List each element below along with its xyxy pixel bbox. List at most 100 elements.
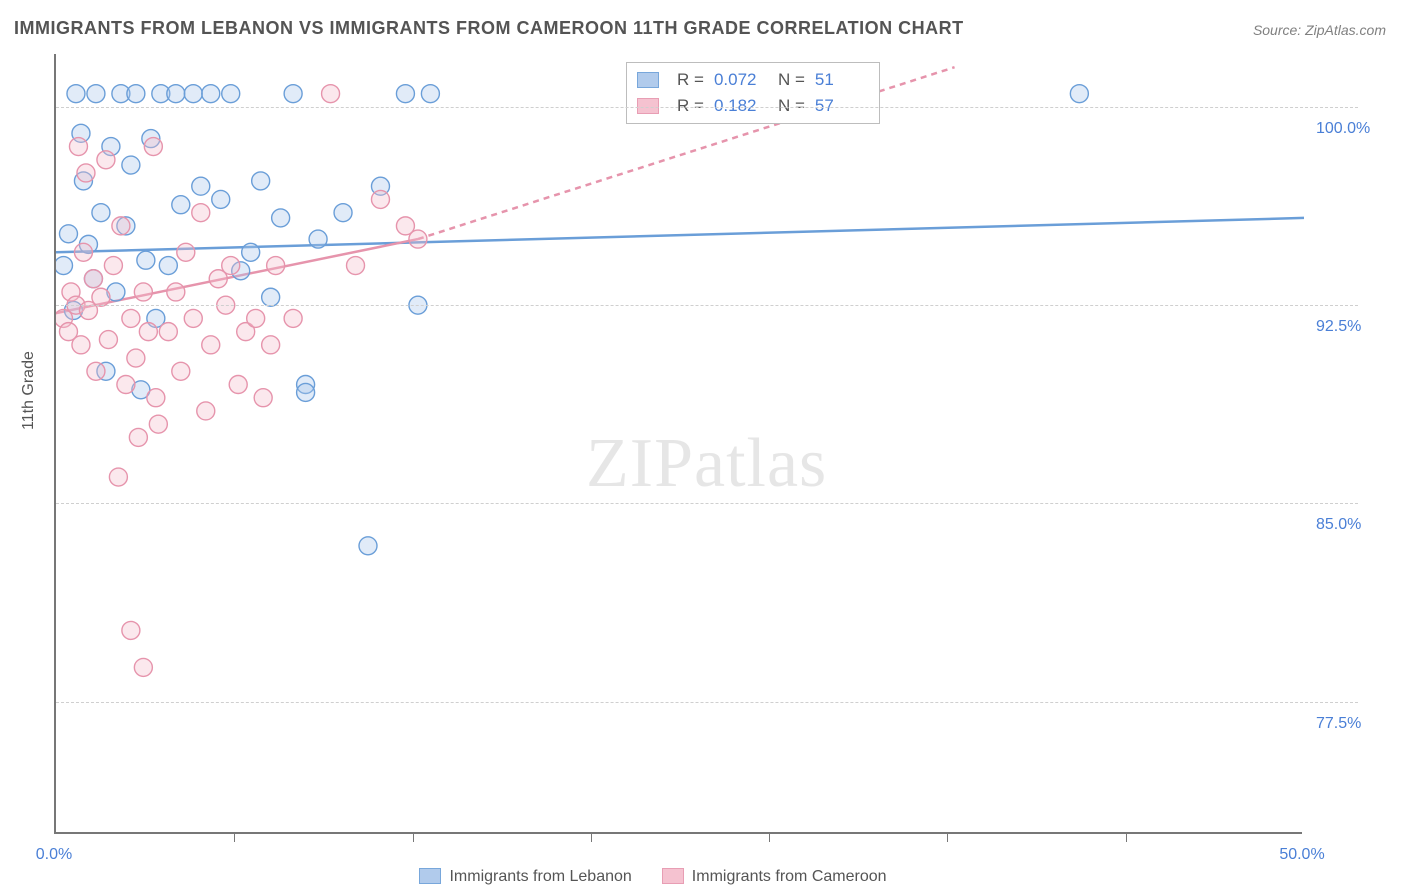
legend-item: Immigrants from Cameroon <box>662 868 887 886</box>
data-point <box>72 336 90 354</box>
data-point <box>167 85 185 103</box>
data-point <box>421 85 439 103</box>
x-minor-tick <box>234 832 235 842</box>
data-point <box>177 243 195 261</box>
grid-line <box>56 503 1358 504</box>
data-point <box>147 389 165 407</box>
data-point <box>87 85 105 103</box>
watermark: ZIPatlas <box>586 424 827 504</box>
data-point <box>202 336 220 354</box>
data-point <box>122 621 140 639</box>
data-point <box>56 257 72 275</box>
data-point <box>87 362 105 380</box>
data-point <box>104 257 122 275</box>
data-point <box>92 288 110 306</box>
data-point <box>222 85 240 103</box>
x-minor-tick <box>769 832 770 842</box>
data-point <box>67 85 85 103</box>
data-point <box>309 230 327 248</box>
data-point <box>59 225 77 243</box>
legend-r-label: R = <box>677 70 704 90</box>
source-attribution: Source: ZipAtlas.com <box>1253 22 1386 38</box>
data-point <box>137 251 155 269</box>
x-minor-tick <box>591 832 592 842</box>
legend-swatch <box>637 72 659 88</box>
data-point <box>192 204 210 222</box>
chart-title: IMMIGRANTS FROM LEBANON VS IMMIGRANTS FR… <box>14 18 964 39</box>
data-point <box>284 85 302 103</box>
data-point <box>167 283 185 301</box>
data-point <box>297 383 315 401</box>
data-point <box>144 138 162 156</box>
data-point <box>192 177 210 195</box>
plot-area: ZIPatlas R =0.072N =51R =0.182N =57 77.5… <box>54 54 1302 834</box>
y-tick-label: 77.5% <box>1316 715 1361 733</box>
data-point <box>334 204 352 222</box>
data-point <box>109 468 127 486</box>
legend-series-name: Immigrants from Cameroon <box>692 868 887 885</box>
data-point <box>129 428 147 446</box>
data-point <box>122 309 140 327</box>
data-point <box>396 85 414 103</box>
data-point <box>74 243 92 261</box>
data-point <box>117 376 135 394</box>
grid-line <box>56 702 1358 703</box>
data-point <box>112 217 130 235</box>
data-point <box>247 309 265 327</box>
data-point <box>172 196 190 214</box>
x-minor-tick <box>1126 832 1127 842</box>
x-tick-label: 50.0% <box>1279 846 1324 864</box>
chart-container: IMMIGRANTS FROM LEBANON VS IMMIGRANTS FR… <box>0 0 1406 892</box>
data-point <box>284 309 302 327</box>
data-point <box>359 537 377 555</box>
data-point <box>1070 85 1088 103</box>
data-point <box>77 164 95 182</box>
x-tick-label: 0.0% <box>36 846 72 864</box>
data-point <box>197 402 215 420</box>
grid-line <box>56 107 1358 108</box>
x-minor-tick <box>413 832 414 842</box>
data-point <box>229 376 247 394</box>
data-point <box>409 230 427 248</box>
data-point <box>184 85 202 103</box>
legend-bottom: Immigrants from Lebanon Immigrants from C… <box>0 868 1306 886</box>
data-point <box>272 209 290 227</box>
legend-item: Immigrants from Lebanon <box>419 868 631 886</box>
data-point <box>97 151 115 169</box>
grid-line <box>56 305 1358 306</box>
legend-swatch <box>419 868 441 884</box>
data-point <box>184 309 202 327</box>
data-point <box>92 204 110 222</box>
data-point <box>262 336 280 354</box>
data-point <box>134 658 152 676</box>
data-point <box>134 283 152 301</box>
data-point <box>149 415 167 433</box>
x-minor-tick <box>947 832 948 842</box>
y-axis-label: 11th Grade <box>20 351 38 430</box>
y-tick-label: 92.5% <box>1316 318 1361 336</box>
data-point <box>122 156 140 174</box>
data-point <box>159 257 177 275</box>
data-point <box>252 172 270 190</box>
data-point <box>222 257 240 275</box>
legend-series-name: Immigrants from Lebanon <box>449 868 631 885</box>
data-point <box>212 190 230 208</box>
legend-n-value: 51 <box>815 70 869 90</box>
legend-swatch <box>662 868 684 884</box>
data-point <box>371 190 389 208</box>
legend-n-label: N = <box>778 70 805 90</box>
data-point <box>84 270 102 288</box>
data-point <box>267 257 285 275</box>
legend-stats-row: R =0.072N =51 <box>637 67 869 93</box>
data-point <box>127 85 145 103</box>
legend-stats-box: R =0.072N =51R =0.182N =57 <box>626 62 880 124</box>
data-point <box>322 85 340 103</box>
data-point <box>202 85 220 103</box>
data-point <box>172 362 190 380</box>
data-point <box>159 323 177 341</box>
y-tick-label: 100.0% <box>1316 120 1370 138</box>
y-tick-label: 85.0% <box>1316 516 1361 534</box>
data-point <box>242 243 260 261</box>
data-point <box>262 288 280 306</box>
data-point <box>254 389 272 407</box>
